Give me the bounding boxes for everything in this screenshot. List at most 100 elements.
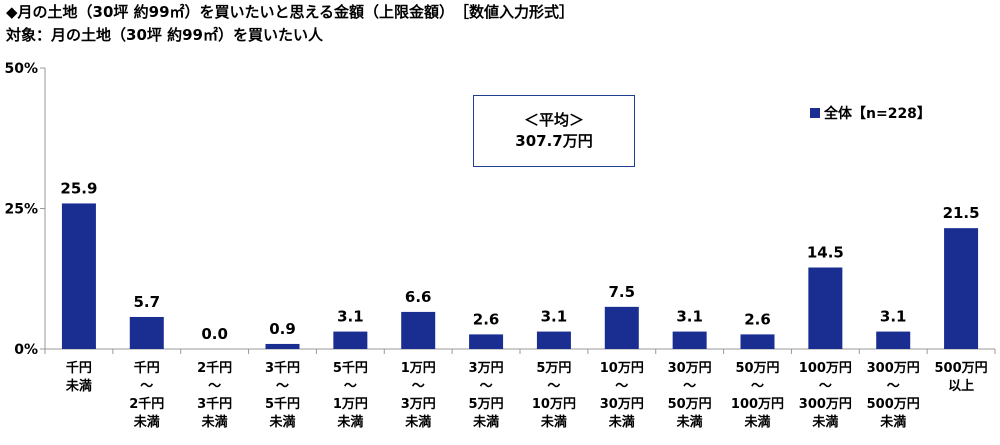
- x-tick-label-line: 500万円: [867, 397, 920, 412]
- x-tick-label-line: 10万円: [600, 361, 644, 376]
- x-tick-label-line: 1万円: [333, 397, 368, 412]
- chart-bars: [61, 203, 979, 349]
- x-tick-label-line: 30万円: [600, 397, 644, 412]
- x-tick-label-line: 以上: [948, 379, 974, 394]
- legend-swatch: [810, 108, 820, 118]
- x-tick-label-line: ～: [615, 379, 628, 394]
- x-tick-label-line: 未満: [540, 414, 567, 430]
- y-tick-label: 25%: [4, 202, 38, 218]
- value-label: 2.6: [744, 310, 771, 328]
- x-tick-label-line: 未満: [811, 414, 838, 430]
- value-label: 3.1: [541, 308, 568, 326]
- x-tick-label-line: 未満: [608, 414, 635, 430]
- x-tick-label-line: 千円: [66, 360, 92, 376]
- x-tick-label-line: ～: [887, 379, 900, 394]
- value-label: 3.1: [337, 308, 364, 326]
- x-tick-label-line: 50万円: [668, 397, 712, 412]
- x-tick-label-line: 1万円: [401, 361, 436, 376]
- x-tick-label-line: 未満: [404, 414, 431, 430]
- x-tick-label-line: 未満: [201, 414, 228, 430]
- x-tick-label-line: 3千円: [265, 360, 300, 376]
- x-tick-label-line: 未満: [133, 414, 160, 430]
- bar: [672, 331, 707, 349]
- x-tick-label-line: ～: [208, 379, 221, 394]
- x-tick-label-line: ～: [819, 379, 832, 394]
- x-tick-label-line: 50万円: [735, 361, 779, 376]
- x-tick-label-line: 未満: [879, 414, 906, 430]
- x-tick-label-line: ～: [547, 379, 560, 394]
- x-tick-label-line: 5万円: [536, 361, 571, 376]
- x-tick-label-line: 千円: [134, 360, 160, 376]
- bar: [536, 331, 571, 349]
- value-label: 0.0: [201, 325, 228, 343]
- bar: [944, 228, 979, 349]
- value-label: 21.5: [943, 204, 980, 222]
- x-tick-label-line: ～: [683, 379, 696, 394]
- bar: [333, 331, 368, 349]
- x-tick-label-line: 300万円: [867, 361, 920, 376]
- x-tick-label-line: 5万円: [469, 397, 504, 412]
- chart-y-labels: 0% 25% 50%: [4, 61, 38, 358]
- y-tick-label: 0%: [14, 342, 38, 358]
- x-tick-label-line: 100万円: [731, 397, 784, 412]
- value-label: 14.5: [807, 244, 844, 262]
- value-label: 3.1: [676, 308, 703, 326]
- chart-subtitle: 対象：月の土地（30坪 約99㎡）を買いたい人: [6, 26, 323, 44]
- legend-label: 全体【n=228】: [824, 106, 931, 122]
- bar: [876, 331, 911, 349]
- value-label: 5.7: [133, 293, 160, 311]
- x-tick-label-line: 5千円: [265, 396, 300, 412]
- x-tick-label-line: 未満: [65, 378, 92, 394]
- x-tick-label-line: ～: [751, 379, 764, 394]
- x-tick-label-line: 未満: [743, 414, 770, 430]
- x-tick-label-line: 3千円: [197, 396, 232, 412]
- x-tick-label-line: 100万円: [799, 361, 852, 376]
- x-tick-label-line: ～: [276, 379, 289, 394]
- y-tick-label: 50%: [4, 61, 38, 77]
- x-tick-label-line: 未満: [676, 414, 703, 430]
- value-label: 0.9: [269, 320, 296, 338]
- bar: [265, 343, 300, 349]
- x-tick-label-line: 未満: [472, 414, 499, 430]
- x-tick-label-line: 2千円: [129, 396, 164, 412]
- x-tick-label-line: ～: [344, 379, 357, 394]
- x-tick-label-line: ～: [412, 379, 425, 394]
- value-label: 3.1: [880, 308, 907, 326]
- bar: [61, 203, 96, 349]
- x-tick-label-line: 2千円: [197, 360, 232, 376]
- value-label: 25.9: [60, 179, 97, 197]
- bar: [604, 306, 639, 349]
- bar: [808, 267, 843, 349]
- average-box: ＜平均＞ 307.7万円: [473, 95, 635, 167]
- x-tick-label-line: 5千円: [333, 360, 368, 376]
- x-tick-label-line: 未満: [336, 414, 363, 430]
- x-tick-label-line: 30万円: [668, 361, 712, 376]
- x-tick-label-line: ～: [480, 379, 493, 394]
- legend: 全体【n=228】: [810, 103, 931, 123]
- x-tick-label-line: 10万円: [532, 397, 576, 412]
- chart-x-labels: 千円未満千円～2千円未満2千円～3千円未満3千円～5千円未満5千円～1万円未満1…: [65, 360, 988, 430]
- bar: [401, 311, 436, 349]
- x-tick-label-line: 未満: [268, 414, 295, 430]
- bar: [469, 334, 504, 349]
- chart-value-labels: 25.9 5.7 0.0 0.9 3.1 6.6 2.6 3.1 7.5 3.1 2.6 14.5 3.…: [60, 179, 979, 343]
- chart-title: ◆月の土地（30坪 約99㎡）を買いたいと思える金額（上限金額） ［数値入力形式…: [6, 3, 575, 21]
- value-label: 6.6: [405, 288, 432, 306]
- x-tick-label-line: 500万円: [935, 361, 988, 376]
- bar: [129, 316, 164, 349]
- value-label: 7.5: [608, 283, 635, 301]
